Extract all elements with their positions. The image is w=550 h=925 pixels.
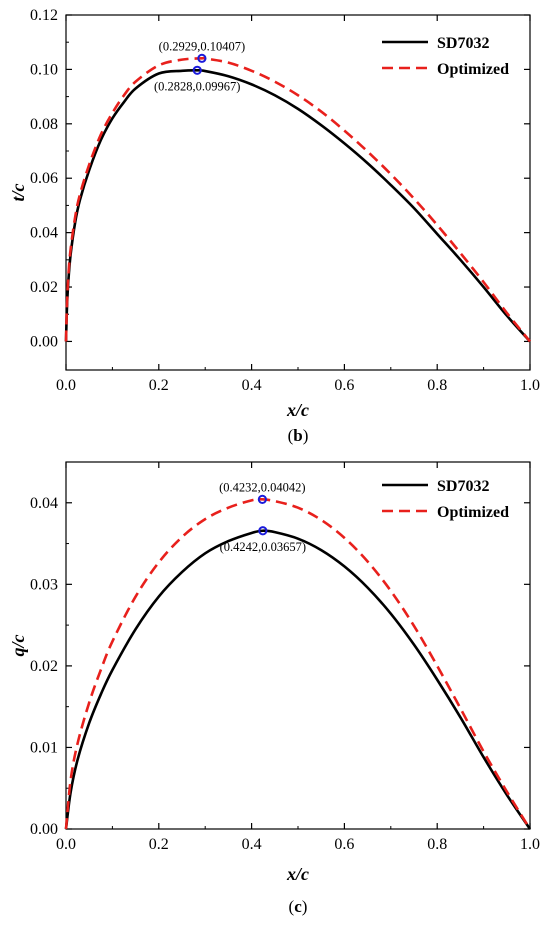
y-tick-label: 0.04 [30,225,58,242]
legend-label-optimized: Optimized [437,61,509,78]
y-tick-label: 0.00 [30,821,58,838]
y-tick-label: 0.12 [30,7,58,24]
panel-caption: (c) [289,897,308,916]
y-tick-label: 0.00 [30,333,58,350]
x-tick-label: 0.6 [334,377,354,394]
y-tick-label: 0.10 [30,61,58,78]
panel-caption: (b) [288,426,309,445]
y-tick-label: 0.03 [30,576,58,593]
x-tick-label: 1.0 [520,377,540,394]
y-tick-label: 0.04 [30,495,58,512]
y-tick-label: 0.01 [30,739,58,756]
peak-annotation: (0.4232,0.04042) [219,480,305,494]
caption-letter: c [294,897,302,916]
x-axis-label: x/c [286,400,309,420]
y-tick-label: 0.02 [30,658,58,675]
peak-annotation: (0.4242,0.03657) [220,540,306,554]
x-axis-label: x/c [286,864,309,884]
panel-c-chart: 0.0 0.2 0.4 0.6 0.8 1.0 0.00 0.01 0.02 0.03 0.04 x/… [8,461,540,916]
legend-label-sd7032: SD7032 [437,35,489,52]
series-line-optimized [64,56,532,343]
x-tick-label: 0.8 [427,377,447,394]
y-tick-label: 0.02 [30,279,58,296]
caption-open: ( [288,426,294,445]
x-tick-label: 0.6 [334,836,354,853]
x-tick-label: 1.0 [520,836,540,853]
y-tick-label: 0.06 [30,170,58,187]
x-tick-label: 0.4 [242,836,262,853]
panel-b-chart: 0.0 0.2 0.4 0.6 0.8 1.0 0.00 0.02 0.04 0.06 0.08 0.… [8,7,540,445]
x-tick-label: 0.0 [56,377,76,394]
series-line-sd7032 [64,529,532,830]
peak-marker [258,526,268,536]
caption-close: ) [303,426,309,445]
y-axis-label: q/c [8,634,28,656]
caption-close: ) [302,897,308,916]
peak-marker [197,53,207,63]
peak-annotation: (0.2929,0.10407) [159,39,245,53]
caption-open: ( [289,897,295,916]
peak-annotation: (0.2828,0.09967) [154,79,240,93]
peak-marker [257,494,267,504]
x-tick-label: 0.4 [242,377,262,394]
series-line-optimized [64,497,532,830]
x-tick-label: 0.8 [427,836,447,853]
legend-label-optimized: Optimized [437,504,509,521]
series-line-sd7032 [64,68,531,343]
x-tick-label: 0.2 [149,836,169,853]
y-axis-label: t/c [8,183,28,201]
peak-marker [192,65,202,75]
caption-letter: b [293,426,302,445]
x-tick-label: 0.2 [149,377,169,394]
y-tick-label: 0.08 [30,116,58,133]
legend-label-sd7032: SD7032 [437,478,489,495]
x-tick-label: 0.0 [56,836,76,853]
